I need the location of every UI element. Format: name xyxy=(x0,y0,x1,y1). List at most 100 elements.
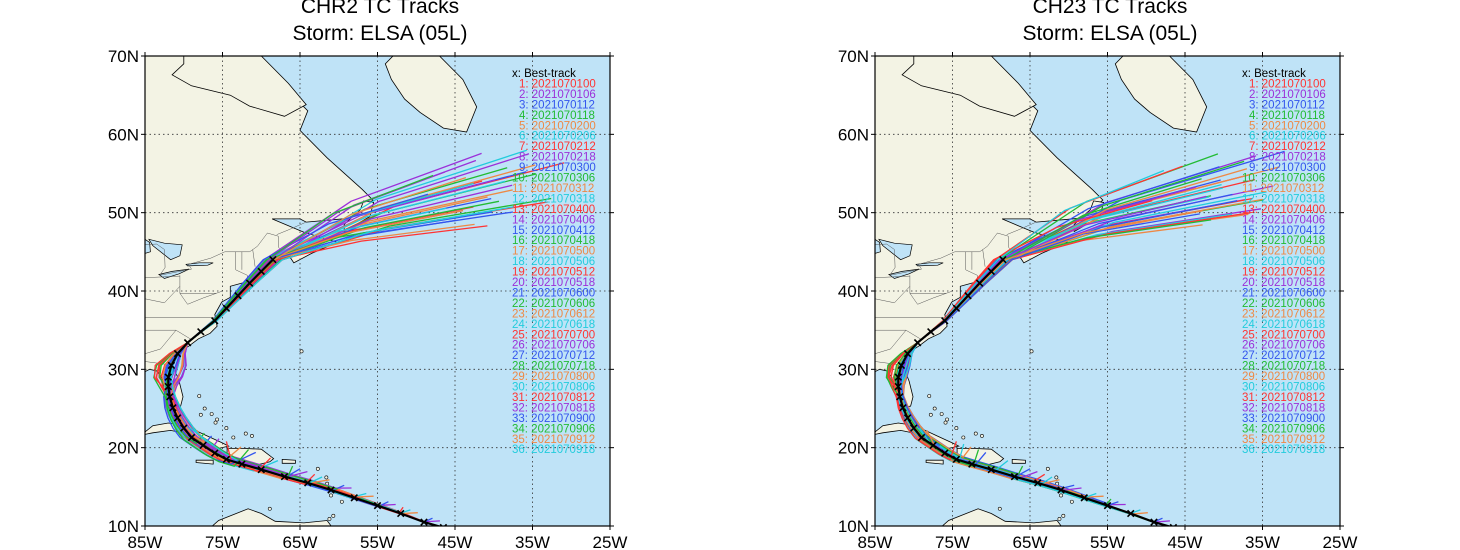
legend-entry: 24: 2021070618 xyxy=(1242,319,1325,331)
best-track-marker xyxy=(917,433,926,442)
legend-entry: 16: 2021070418 xyxy=(1242,235,1325,247)
legend-entry: 21: 2021070600 xyxy=(512,287,595,299)
panel-subtitle: Storm: ELSA (05L) xyxy=(1022,22,1198,45)
island xyxy=(231,435,236,440)
y-tick-label: 50N xyxy=(108,204,139,223)
best-track-marker xyxy=(940,317,949,325)
y-tick-label: 10N xyxy=(838,517,869,536)
state-border xyxy=(276,221,307,235)
legend-entry: 21: 2021070600 xyxy=(1242,287,1325,299)
greenland xyxy=(1114,56,1208,133)
track-map: 85W 75W 65W 55W 45W 35W 25W 70N 60N 50N 40N 30N 20N 1… xyxy=(838,47,1358,550)
x-tick-label: 25W xyxy=(593,533,628,550)
state-border xyxy=(145,330,177,354)
best-track-marker xyxy=(1150,518,1158,526)
legend-entry: 27: 2021070712 xyxy=(512,350,595,362)
island xyxy=(209,412,214,416)
best-track-marker xyxy=(166,392,174,401)
island xyxy=(243,431,248,436)
legend-entry: 1: 2021070100 xyxy=(1249,78,1326,90)
island xyxy=(315,466,320,471)
best-track-marker xyxy=(1126,509,1135,518)
legend-entry: 31: 2021070812 xyxy=(512,392,595,404)
x-tick-label: 25W xyxy=(1323,533,1358,550)
legend-entry: 31: 2021070812 xyxy=(1242,392,1325,404)
state-border xyxy=(179,293,217,305)
state-border xyxy=(145,232,285,276)
island xyxy=(267,506,272,511)
island xyxy=(224,426,229,430)
x-tick-label: 75W xyxy=(935,533,970,550)
legend-entry: 19: 2021070512 xyxy=(1242,267,1325,279)
lake-erie xyxy=(888,268,920,279)
legend-entry: 20: 2021070518 xyxy=(512,277,595,289)
island xyxy=(202,406,207,411)
legend-entry: 14: 2021070406 xyxy=(1242,214,1325,226)
legend-entry: 5: 2021070200 xyxy=(1249,120,1326,132)
legend-entry: 11: 2021070312 xyxy=(1242,183,1324,195)
island xyxy=(1029,349,1034,354)
best-track-marker xyxy=(899,403,907,412)
best-track-marker xyxy=(968,460,976,468)
legend-entry: 12: 2021070318 xyxy=(1242,193,1325,205)
legend-entry: 30: 2021070806 xyxy=(1242,382,1325,394)
best-track-marker xyxy=(222,304,231,312)
island xyxy=(329,493,333,498)
legend-entry: 1: 2021070100 xyxy=(519,78,596,90)
best-track-marker xyxy=(987,267,996,276)
island xyxy=(997,506,1002,511)
legend-entry: 25: 2021070700 xyxy=(1242,329,1325,341)
legend-entry: 17: 2021070500 xyxy=(1242,246,1325,258)
best-track-marker xyxy=(903,414,912,422)
x-tick-label: 85W xyxy=(128,533,163,550)
legend-entry: 10: 2021070306 xyxy=(1242,173,1325,185)
legend-entry: 6: 2021070206 xyxy=(1249,131,1326,143)
best-track-marker xyxy=(257,465,266,474)
legend-entry: 22: 2021070606 xyxy=(512,298,595,310)
state-border xyxy=(145,275,180,278)
best-track-marker xyxy=(197,327,205,336)
legend-entry: 32: 2021070818 xyxy=(512,402,595,414)
baffin-island xyxy=(171,56,307,117)
legend-entry: 18: 2021070506 xyxy=(512,256,595,268)
island xyxy=(943,420,948,425)
track-panel-ch23: CH23 TC Tracks Storm: ELSA (05L) 85W 75W 6… xyxy=(830,0,1390,550)
best-track-marker xyxy=(173,414,182,422)
x-tick-label: 55W xyxy=(360,533,395,550)
legend-entry: 9: 2021070300 xyxy=(519,162,596,174)
y-tick-label: 60N xyxy=(108,125,139,144)
best-track-marker xyxy=(927,327,935,336)
island xyxy=(324,475,329,480)
legend-entry: 35: 2021070912 xyxy=(1242,434,1325,446)
island xyxy=(973,431,978,436)
y-tick-label: 20N xyxy=(108,439,139,458)
legend-entry: 7: 2021070212 xyxy=(519,141,596,153)
best-track-marker xyxy=(964,291,972,300)
legend-entry: 15: 2021070412 xyxy=(512,225,595,237)
panel-title: CHR2 TC Tracks xyxy=(300,0,460,18)
legend-entry: 2: 2021070106 xyxy=(519,89,596,101)
legend-entry: 8: 2021070218 xyxy=(1249,152,1326,164)
x-tick-label: 45W xyxy=(1168,533,1203,550)
island xyxy=(927,394,932,398)
y-tick-label: 10N xyxy=(108,517,139,536)
best-track-marker xyxy=(187,433,196,442)
legend-entry: 3: 2021070112 xyxy=(519,99,595,111)
panel-title: CH23 TC Tracks xyxy=(1032,0,1188,18)
best-track-marker xyxy=(894,373,903,381)
y-tick-label: 40N xyxy=(838,282,869,301)
best-track-marker xyxy=(420,518,428,526)
best-track-marker xyxy=(1080,494,1089,502)
legend-entry: 23: 2021070612 xyxy=(1242,308,1325,320)
legend-entry: 35: 2021070912 xyxy=(512,434,595,446)
map-area xyxy=(145,56,610,526)
legend-entry: 13: 2021070400 xyxy=(512,204,595,216)
legend-entry: 19: 2021070512 xyxy=(512,267,595,279)
island xyxy=(939,412,944,416)
state-border xyxy=(875,286,911,304)
island xyxy=(945,417,949,422)
best-track-marker xyxy=(1033,479,1042,487)
legend-entry: 9: 2021070300 xyxy=(1249,162,1326,174)
x-tick-label: 65W xyxy=(283,533,318,550)
